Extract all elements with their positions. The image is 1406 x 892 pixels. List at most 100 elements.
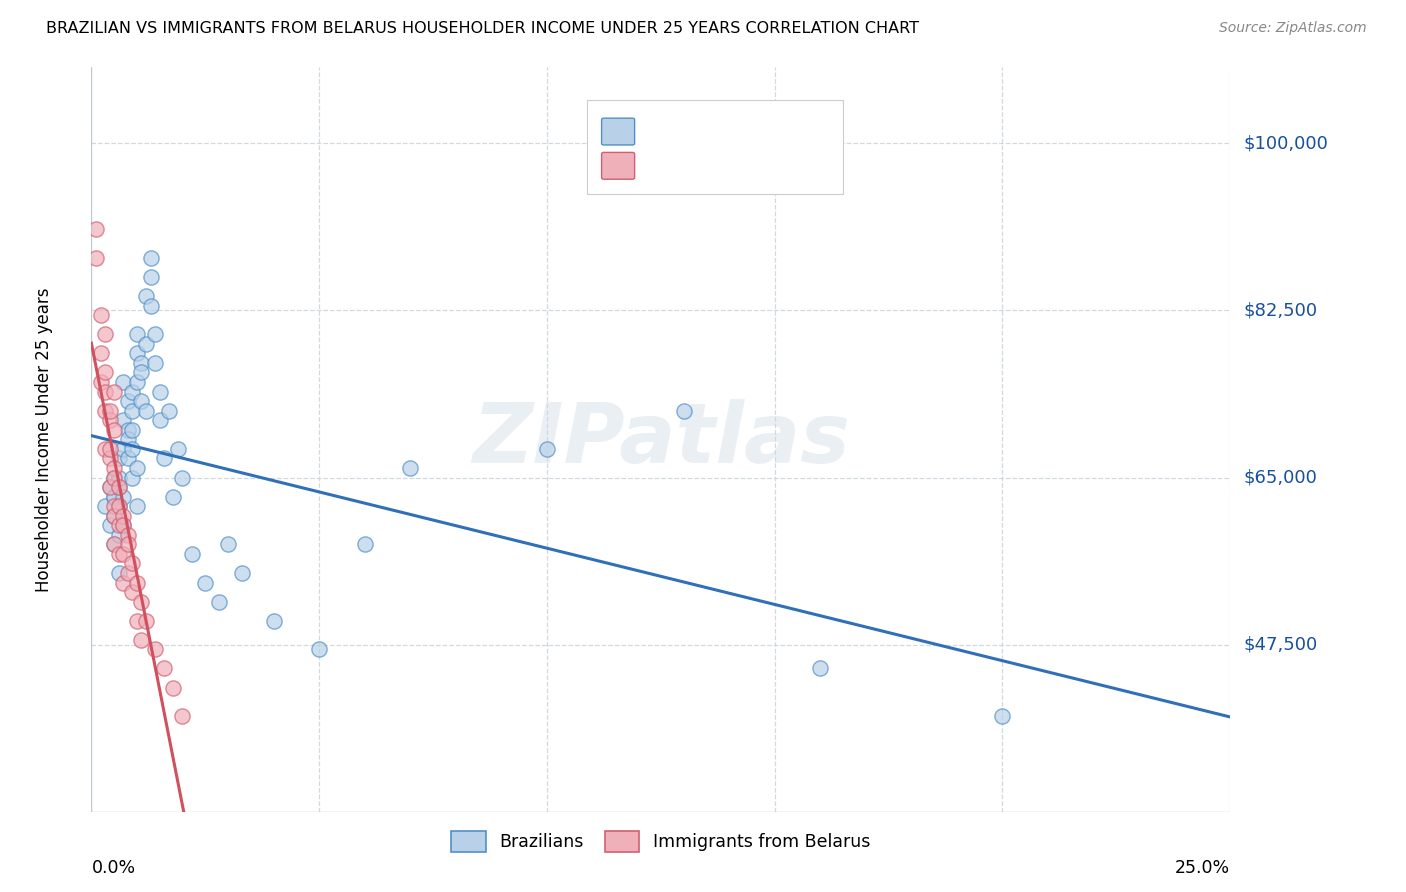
Point: [98, 480, 121, 494]
Point: [107, 566, 129, 580]
Text: 25.0%: 25.0%: [1175, 860, 1230, 878]
Point: [143, 356, 166, 370]
Text: N = 44: N = 44: [752, 157, 820, 175]
Point: [153, 661, 176, 675]
Point: [94, 366, 117, 380]
Point: [125, 346, 148, 360]
Point: [103, 461, 125, 475]
Point: [125, 614, 148, 628]
Point: [103, 508, 125, 523]
Point: [143, 642, 166, 657]
FancyBboxPatch shape: [602, 153, 634, 179]
Point: [149, 413, 172, 427]
Point: [94, 403, 117, 417]
Point: [263, 614, 285, 628]
Point: [121, 585, 143, 599]
Point: [103, 537, 125, 551]
Point: [103, 423, 125, 437]
Point: [135, 614, 157, 628]
Point: [162, 490, 184, 504]
Point: [135, 336, 157, 351]
Point: [125, 499, 148, 513]
Point: [353, 537, 375, 551]
Point: [131, 632, 153, 647]
Text: ZIPatlas: ZIPatlas: [472, 399, 849, 480]
Point: [121, 557, 143, 571]
Point: [89, 375, 111, 389]
Point: [117, 394, 139, 409]
Text: R =  0.173: R = 0.173: [644, 122, 740, 141]
Point: [107, 480, 129, 494]
Point: [194, 575, 217, 590]
Point: [103, 384, 125, 399]
Point: [112, 490, 135, 504]
Point: [139, 251, 162, 265]
Point: [217, 537, 239, 551]
Point: [808, 661, 831, 675]
Point: [121, 423, 143, 437]
Text: N = 64: N = 64: [752, 122, 820, 141]
Point: [98, 403, 121, 417]
Point: [103, 499, 125, 513]
Point: [139, 299, 162, 313]
Point: [208, 594, 231, 608]
Point: [172, 470, 194, 484]
Point: [94, 499, 117, 513]
Point: [112, 442, 135, 456]
Point: [117, 433, 139, 447]
Point: [149, 384, 172, 399]
Point: [536, 442, 558, 456]
Point: [117, 537, 139, 551]
Text: 0.0%: 0.0%: [91, 860, 135, 878]
Text: $47,500: $47,500: [1244, 636, 1319, 654]
Point: [991, 709, 1014, 723]
Text: $100,000: $100,000: [1244, 135, 1329, 153]
Point: [125, 575, 148, 590]
Point: [121, 470, 143, 484]
Point: [107, 499, 129, 513]
Point: [112, 508, 135, 523]
Point: [172, 709, 194, 723]
Text: $65,000: $65,000: [1244, 468, 1317, 486]
Point: [125, 461, 148, 475]
Point: [231, 566, 253, 580]
Point: [107, 528, 129, 542]
Point: [98, 451, 121, 466]
Point: [98, 518, 121, 533]
Point: [117, 451, 139, 466]
Point: [107, 547, 129, 561]
FancyBboxPatch shape: [602, 118, 634, 145]
Point: [131, 366, 153, 380]
Point: [121, 384, 143, 399]
Point: [135, 403, 157, 417]
Point: [117, 423, 139, 437]
Point: [94, 442, 117, 456]
Point: [103, 490, 125, 504]
Point: [107, 451, 129, 466]
Point: [157, 403, 180, 417]
Point: [94, 384, 117, 399]
Legend: Brazilians, Immigrants from Belarus: Brazilians, Immigrants from Belarus: [444, 824, 877, 859]
Point: [107, 480, 129, 494]
Point: [89, 308, 111, 322]
Text: BRAZILIAN VS IMMIGRANTS FROM BELARUS HOUSEHOLDER INCOME UNDER 25 YEARS CORRELATI: BRAZILIAN VS IMMIGRANTS FROM BELARUS HOU…: [46, 21, 920, 36]
Point: [131, 394, 153, 409]
Point: [162, 681, 184, 695]
Point: [167, 442, 190, 456]
Point: [139, 270, 162, 285]
Point: [103, 508, 125, 523]
Point: [143, 327, 166, 342]
Point: [117, 528, 139, 542]
Point: [94, 327, 117, 342]
Point: [84, 222, 107, 236]
Point: [103, 470, 125, 484]
Point: [89, 346, 111, 360]
Point: [112, 575, 135, 590]
Point: [112, 375, 135, 389]
Point: [98, 480, 121, 494]
Text: R = -0.114: R = -0.114: [644, 157, 741, 175]
Point: [135, 289, 157, 303]
Point: [153, 451, 176, 466]
Point: [103, 470, 125, 484]
Point: [112, 518, 135, 533]
